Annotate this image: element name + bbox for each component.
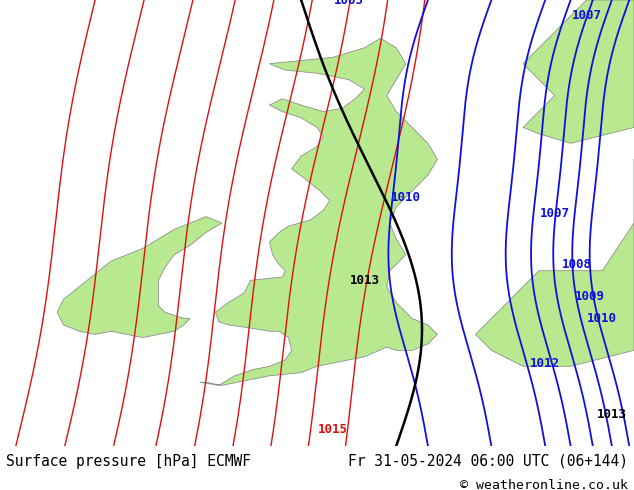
Polygon shape: [57, 217, 222, 338]
Polygon shape: [523, 0, 634, 144]
Text: 1010: 1010: [587, 312, 618, 325]
Text: 1009: 1009: [574, 290, 605, 303]
Polygon shape: [200, 38, 437, 385]
Text: 1005: 1005: [333, 0, 364, 6]
Text: 1007: 1007: [571, 9, 602, 23]
Text: 1013: 1013: [597, 408, 627, 420]
Text: 1007: 1007: [540, 207, 570, 220]
Text: © weatheronline.co.uk: © weatheronline.co.uk: [460, 479, 628, 490]
Polygon shape: [476, 223, 634, 366]
Text: 1012: 1012: [530, 357, 560, 369]
Text: Surface pressure [hPa] ECMWF: Surface pressure [hPa] ECMWF: [6, 454, 251, 469]
Text: 1013: 1013: [349, 274, 380, 287]
Text: 1008: 1008: [562, 258, 592, 271]
Text: 1015: 1015: [318, 423, 348, 437]
Text: Fr 31-05-2024 06:00 UTC (06+144): Fr 31-05-2024 06:00 UTC (06+144): [347, 454, 628, 469]
Text: 1010: 1010: [391, 191, 421, 204]
